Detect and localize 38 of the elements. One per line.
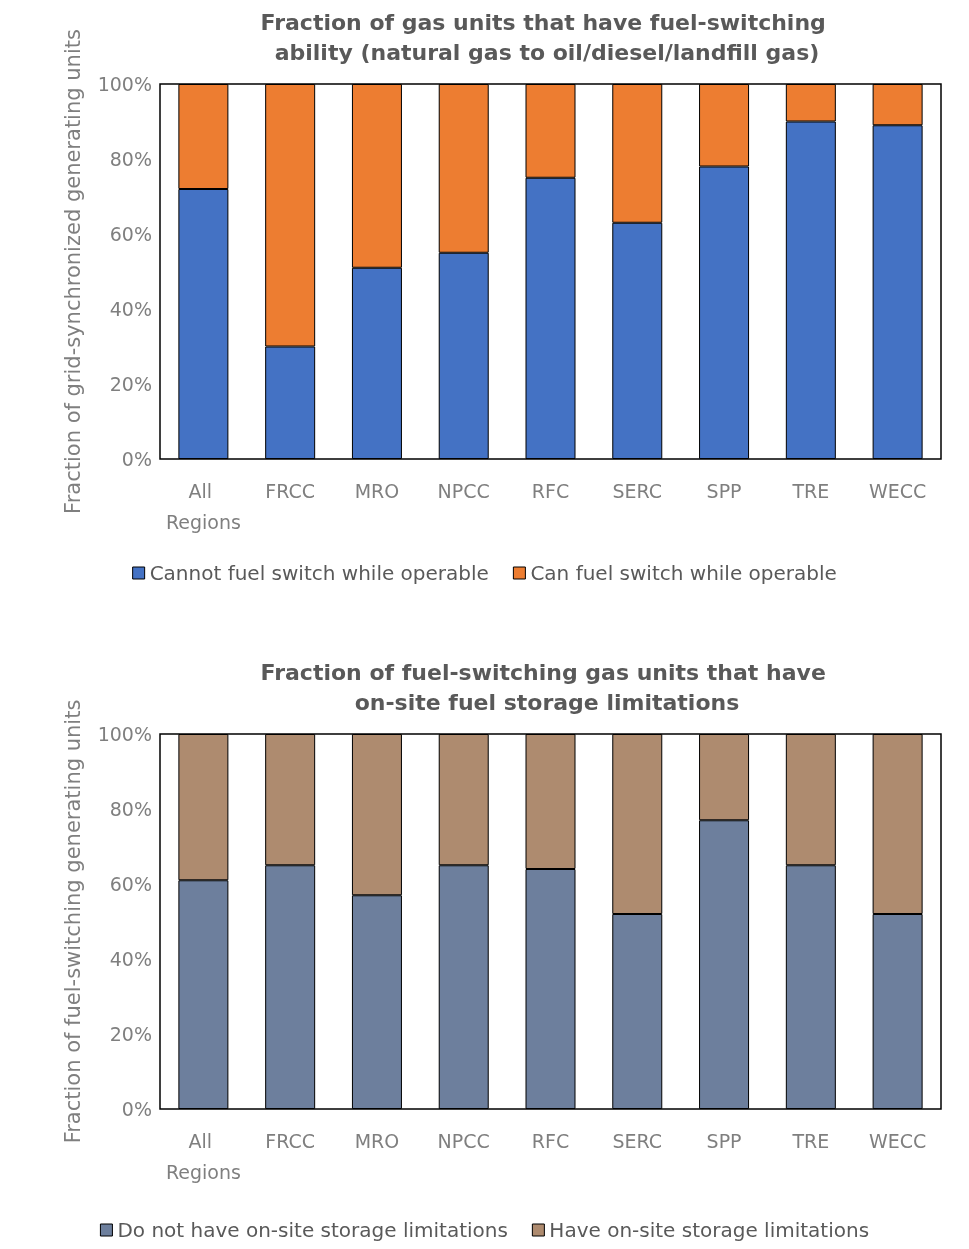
x-tick-label: SPP: [706, 479, 742, 502]
y-tick-label: 40%: [109, 298, 152, 320]
y-tick-label: 100%: [97, 723, 152, 745]
y-tick-label: 80%: [109, 798, 152, 820]
chart-title: Fraction of gas units that have fuel-switching ability (natural gas to oil/diesel/landfill gas): [260, 9, 834, 65]
x-tick-label: FRCC: [265, 479, 316, 502]
x-tick-label: TRE: [791, 479, 830, 502]
x-tick-label: FRCC: [265, 1129, 316, 1152]
y-axis-title: Fraction of grid-synchronized generating units: [60, 29, 85, 514]
y-tick-label: 40%: [109, 948, 152, 970]
y-tick-label: 60%: [109, 873, 152, 895]
y-tick-label: 60%: [109, 223, 152, 245]
x-tick-label: TRE: [791, 1129, 830, 1152]
x-tick-label: SPP: [706, 1129, 742, 1152]
y-tick-label: 0%: [121, 448, 152, 470]
x-tick-label: All Regions: [165, 479, 241, 533]
x-tick-label: WECC: [868, 479, 927, 502]
y-tick-label: 80%: [109, 148, 152, 170]
x-tick-label: All Regions: [165, 1129, 241, 1183]
y-tick-label: 20%: [109, 373, 152, 395]
x-tick-label: MRO: [354, 479, 400, 502]
x-tick-label: NPCC: [437, 1129, 490, 1152]
x-tick-label: RFC: [531, 1129, 570, 1152]
x-tick-label: WECC: [868, 1129, 927, 1152]
y-tick-label: 100%: [97, 73, 152, 95]
x-tick-label: RFC: [531, 479, 570, 502]
x-tick-label: SERC: [612, 1129, 663, 1152]
y-axis-title: Fraction of fuel-switching generating units: [60, 699, 85, 1144]
y-tick-label: 0%: [121, 1098, 152, 1120]
x-tick-label: SERC: [612, 479, 663, 502]
chart-title: Fraction of fuel-switching gas units that have on-site fuel storage limitations: [260, 659, 834, 715]
legend-label: Do not have on-site storage limitations: [117, 1218, 508, 1242]
x-tick-label: MRO: [354, 1129, 400, 1152]
legend-label: Have on-site storage limitations: [549, 1218, 870, 1242]
x-tick-label: NPCC: [437, 479, 490, 502]
legend-label: Cannot fuel switch while operable: [149, 561, 489, 585]
y-tick-label: 20%: [109, 1023, 152, 1045]
legend-label: Can fuel switch while operable: [530, 561, 837, 585]
